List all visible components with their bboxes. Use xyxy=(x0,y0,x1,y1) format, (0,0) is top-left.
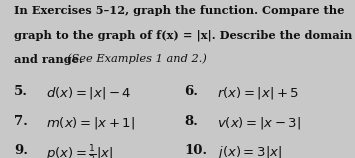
Text: $v(x) = |x - 3|$: $v(x) = |x - 3|$ xyxy=(217,115,301,131)
Text: (See Examples 1 and 2.): (See Examples 1 and 2.) xyxy=(67,54,207,64)
Text: 5.: 5. xyxy=(14,85,28,98)
Text: $d(x) = |x| - 4$: $d(x) = |x| - 4$ xyxy=(46,85,132,101)
Text: and range.: and range. xyxy=(14,54,87,65)
Text: 10.: 10. xyxy=(185,144,208,157)
Text: graph to the graph of f(x) = |x|. Describe the domain: graph to the graph of f(x) = |x|. Descri… xyxy=(14,29,353,41)
Text: 6.: 6. xyxy=(185,85,198,98)
Text: $m(x) = |x + 1|$: $m(x) = |x + 1|$ xyxy=(46,115,135,131)
Text: 8.: 8. xyxy=(185,115,198,128)
Text: $p(x) = \frac{1}{3}|x|$: $p(x) = \frac{1}{3}|x|$ xyxy=(46,144,114,158)
Text: 9.: 9. xyxy=(14,144,28,157)
Text: $r(x) = |x| + 5$: $r(x) = |x| + 5$ xyxy=(217,85,299,101)
Text: 7.: 7. xyxy=(14,115,28,128)
Text: $j(x) = 3|x|$: $j(x) = 3|x|$ xyxy=(217,144,282,158)
Text: In Exercises 5–12, graph the function. Compare the: In Exercises 5–12, graph the function. C… xyxy=(14,5,345,16)
